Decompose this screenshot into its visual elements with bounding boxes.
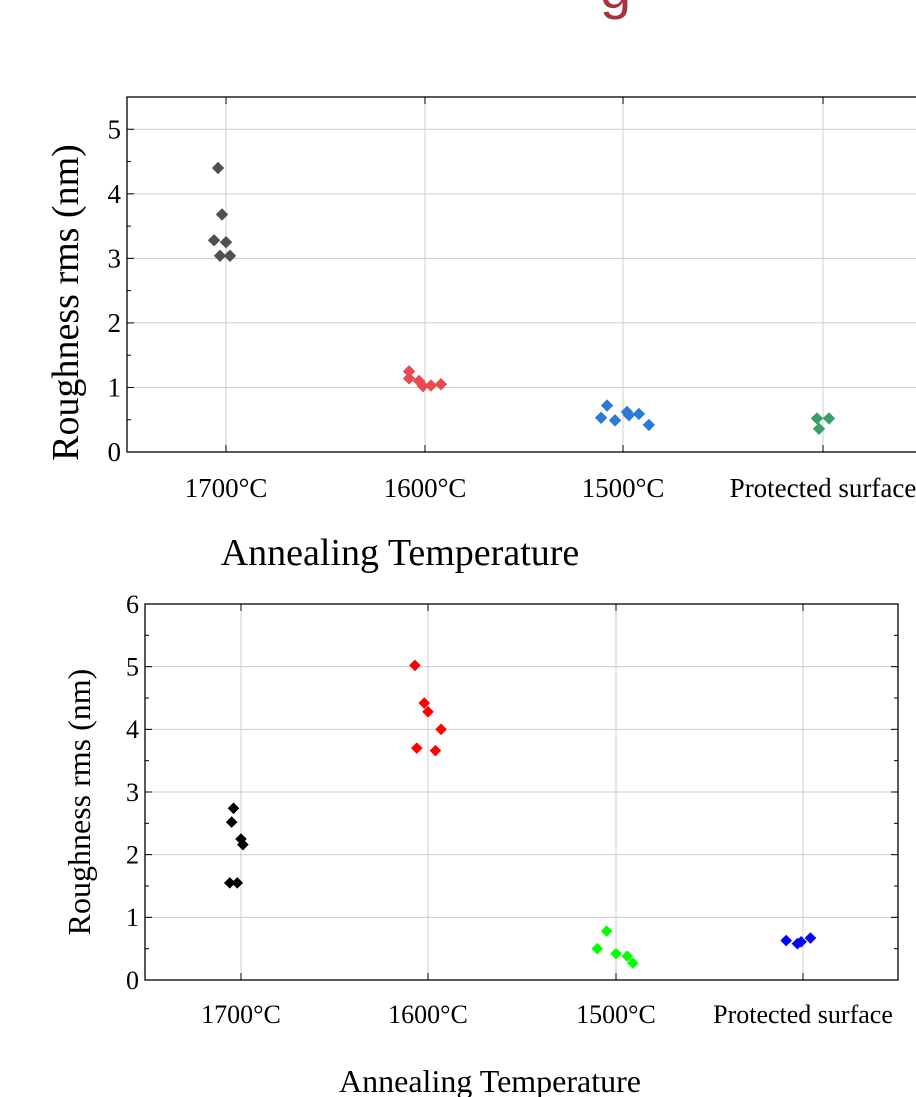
data-point xyxy=(621,950,634,962)
y-tick-label: 1 xyxy=(126,903,139,932)
data-point xyxy=(424,379,438,392)
data-point xyxy=(622,409,636,422)
data-point xyxy=(227,802,240,815)
data-point xyxy=(435,723,447,736)
data-point xyxy=(610,947,622,960)
data-point xyxy=(402,372,416,385)
data-point xyxy=(418,697,431,709)
data-point xyxy=(627,957,639,969)
y-tick-label: 6 xyxy=(126,590,139,619)
data-point xyxy=(422,705,434,718)
y-tick-label: 5 xyxy=(126,653,139,682)
y-axis-label: Roughness rms (nm) xyxy=(61,669,97,936)
data-point xyxy=(402,365,416,378)
data-point xyxy=(600,925,613,937)
plot-frame xyxy=(126,96,916,453)
data-point xyxy=(600,399,614,412)
data-point xyxy=(223,249,237,262)
data-point xyxy=(804,932,817,944)
data-point xyxy=(780,934,792,947)
x-tick-label: Protected surface xyxy=(713,1000,893,1029)
data-point xyxy=(416,379,430,393)
data-point xyxy=(822,412,836,425)
data-point xyxy=(223,877,236,889)
data-point xyxy=(434,378,448,391)
data-point xyxy=(225,816,238,828)
data-point xyxy=(215,208,229,221)
data-point xyxy=(632,407,646,421)
y-tick-label: 4 xyxy=(108,179,122,209)
data-point xyxy=(235,833,247,845)
data-point xyxy=(231,877,244,889)
y-tick-label: 2 xyxy=(126,841,139,870)
x-axis-label: Annealing Temperature xyxy=(339,1063,641,1097)
data-point xyxy=(237,838,249,851)
y-tick-label: 3 xyxy=(108,244,122,274)
data-point xyxy=(608,414,622,427)
data-point xyxy=(219,236,233,249)
x-tick-label: 1600°C xyxy=(384,473,467,503)
x-tick-label: Protected surface xyxy=(730,473,916,503)
y-tick-label: 0 xyxy=(108,437,122,467)
data-point xyxy=(812,422,826,435)
y-tick-label: 1 xyxy=(108,373,122,403)
data-point xyxy=(207,234,221,247)
y-tick-label: 0 xyxy=(126,966,139,995)
x-tick-label: 1500°C xyxy=(576,1000,656,1029)
x-tick-label: 1500°C xyxy=(582,473,665,503)
data-point xyxy=(642,418,656,432)
data-point xyxy=(410,742,423,754)
y-tick-label: 4 xyxy=(126,715,139,744)
y-axis-label: Roughness rms (nm) xyxy=(45,144,87,461)
data-point xyxy=(591,942,604,955)
data-point xyxy=(810,412,824,425)
y-tick-label: 3 xyxy=(126,778,139,807)
data-point xyxy=(795,935,807,948)
data-point xyxy=(211,161,225,175)
chart-2: 0 1 2 3 4 5 6 1700°C 1600°C 1500°C Protected surfa… xyxy=(61,590,899,1097)
data-point xyxy=(429,744,442,757)
data-point xyxy=(594,411,608,424)
data-point xyxy=(213,249,227,262)
chart-1: 0 1 2 3 4 5 1700°C 1600°C 1500°C Protected surfac… xyxy=(45,96,916,574)
data-point xyxy=(409,659,421,672)
x-tick-label: 1600°C xyxy=(388,1000,468,1029)
x-tick-label: 1700°C xyxy=(185,473,268,503)
top-title-fragment: g xyxy=(600,0,631,21)
x-tick-label: 1700°C xyxy=(201,1000,281,1029)
y-tick-label: 5 xyxy=(108,114,122,144)
x-axis-label: Annealing Temperature xyxy=(221,532,580,574)
y-tick-label: 2 xyxy=(108,308,122,338)
